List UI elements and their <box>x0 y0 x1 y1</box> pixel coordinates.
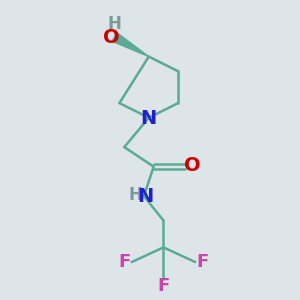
Text: F: F <box>196 253 208 271</box>
Text: O: O <box>184 156 201 175</box>
Text: N: N <box>141 110 157 128</box>
Text: F: F <box>119 253 131 271</box>
Polygon shape <box>112 33 149 57</box>
Text: N: N <box>137 187 153 206</box>
Text: F: F <box>157 277 170 295</box>
Text: H: H <box>128 186 142 204</box>
Text: H: H <box>107 15 121 33</box>
Text: O: O <box>103 28 119 46</box>
